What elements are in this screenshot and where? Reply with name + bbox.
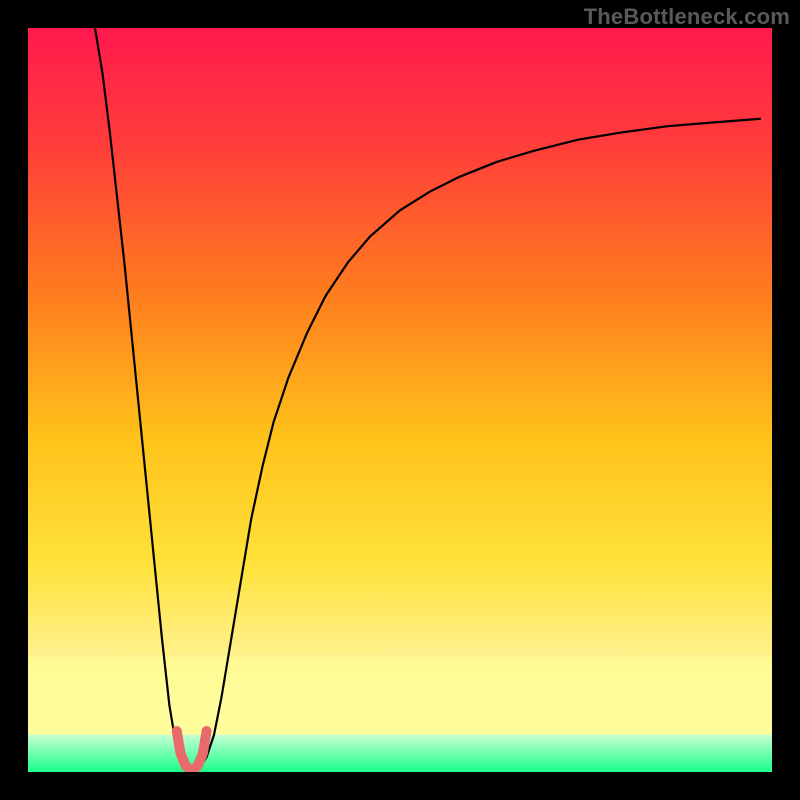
watermark-text: TheBottleneck.com xyxy=(584,4,790,30)
bottleneck-chart xyxy=(28,28,772,772)
